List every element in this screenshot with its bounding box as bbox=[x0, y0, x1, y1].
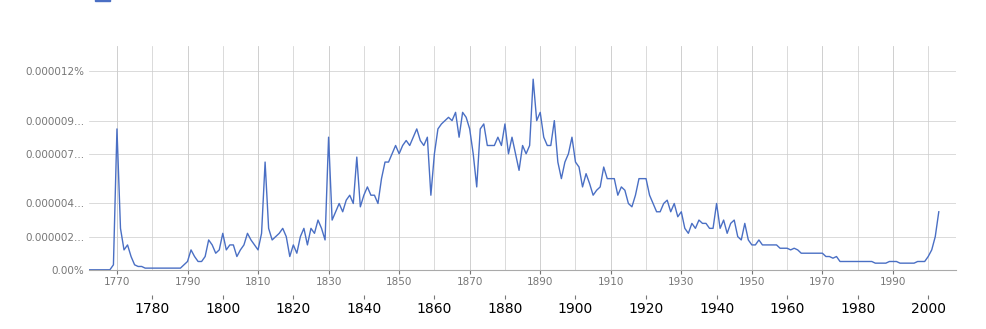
Legend: sanded floor: sanded floor bbox=[95, 0, 193, 3]
